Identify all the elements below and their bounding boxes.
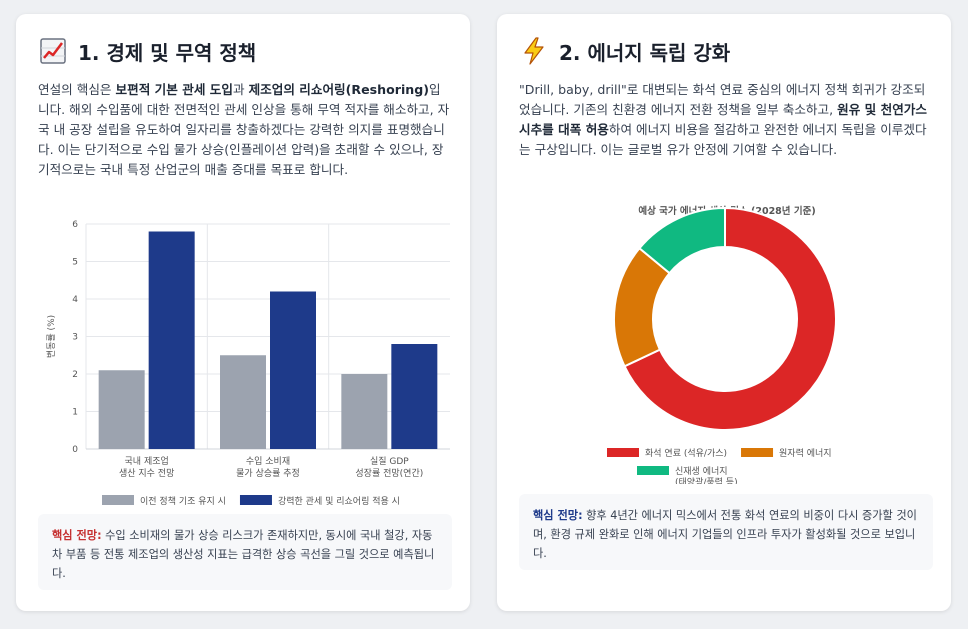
y-tick-label: 0: [72, 445, 78, 455]
energy-independence-card: 2. 에너지 독립 강화 "Drill, baby, drill"로 대변되는 …: [497, 14, 951, 611]
y-tick-label: 3: [72, 333, 78, 343]
donut-slice: [638, 206, 726, 275]
outlook-text: 수입 소비재의 물가 상승 리스크가 존재하지만, 동시에 국내 철강, 자동차…: [52, 529, 435, 580]
bar: [98, 370, 145, 449]
legend-label: (태양광/풍력 등): [675, 476, 738, 484]
outlook-label: 핵심 전망:: [533, 509, 583, 522]
economy-trade-card: 1. 경제 및 무역 정책 연설의 핵심은 보편적 기본 관세 도입과 제조업의…: [16, 14, 470, 611]
y-tick-label: 6: [72, 220, 78, 230]
legend-label: 화석 연료 (석유/가스): [645, 448, 727, 459]
energy-outlook: 핵심 전망: 향후 4년간 에너지 믹스에서 전통 화석 연료의 비중이 다시 …: [519, 494, 933, 570]
legend-label: 강력한 관세 및 리쇼어링 적용 시: [278, 495, 400, 507]
body-text: "Drill, baby, drill"로 대변되는 화석 연료 중심의 에너지…: [519, 82, 926, 117]
emphasis-text: 보편적 기본 관세 도입: [115, 82, 233, 97]
y-axis-label: 변동률 (%): [46, 315, 57, 358]
bar: [341, 374, 388, 449]
bar: [391, 344, 438, 449]
economy-trade-paragraph: 연설의 핵심은 보편적 기본 관세 도입과 제조업의 리쇼어링(Reshorin…: [38, 80, 452, 180]
outlook-label: 핵심 전망:: [52, 529, 102, 542]
body-text: 연설의 핵심은: [38, 82, 116, 97]
y-tick-label: 1: [72, 408, 78, 418]
y-tick-label: 4: [72, 295, 78, 305]
legend-swatch: [741, 448, 774, 457]
energy-independence-title: 2. 에너지 독립 강화: [519, 36, 730, 66]
x-tick-label: 국내 제조업: [125, 456, 169, 467]
donut-chart: 예상 국가 에너지 생산 믹스 (2028년 기준)화석 연료 (석유/가스)원…: [587, 184, 867, 488]
energy-independence-paragraph: "Drill, baby, drill"로 대변되는 화석 연료 중심의 에너지…: [519, 80, 933, 160]
x-tick-label: 수입 소비재: [246, 455, 290, 467]
bar-chart: 0 1 2 3 4 5 6 국내 제조업 생산 지수 전망 수입 소비재 물가 상승률 추정 실질 G…: [40, 204, 460, 528]
legend-label: 신재생 에너지: [675, 466, 728, 477]
body-text: 과: [232, 82, 249, 97]
bar: [270, 291, 316, 449]
economy-trade-title-text: 1. 경제 및 무역 정책: [78, 40, 257, 65]
legend-swatch: [102, 495, 134, 505]
energy-independence-title-text: 2. 에너지 독립 강화: [559, 40, 731, 65]
body-text: 입니다. 해외 수입품에 대한 전면적인 관세 인상을 통해 무역 적자를 해소…: [38, 82, 450, 177]
y-tick-label: 2: [72, 370, 78, 380]
donut-slice: [623, 206, 837, 431]
x-tick-label: 생산 지수 전망: [119, 468, 174, 479]
chart-increasing-icon: [38, 36, 68, 66]
legend-swatch: [239, 495, 272, 505]
body-text: 하여 에너지 비용을 절감하고 완전한 에너지 독립을 이루겠다는 구상입니다.…: [519, 122, 927, 157]
y-tick-label: 5: [72, 258, 78, 268]
legend-swatch: [607, 448, 639, 457]
legend-label: 이전 정책 기조 유지 시: [140, 495, 226, 507]
emphasis-text: 제조업의 리쇼어링(Reshoring): [248, 82, 430, 97]
legend-swatch: [637, 466, 669, 475]
economy-trade-outlook: 핵심 전망: 수입 소비재의 물가 상승 리스크가 존재하지만, 동시에 국내 …: [38, 514, 452, 590]
x-tick-label: 실질 GDP: [370, 455, 409, 467]
x-tick-label: 성장률 전망(연간): [355, 468, 423, 479]
outlook-text: 향후 4년간 에너지 믹스에서 전통 화석 연료의 비중이 다시 증가할 것이며…: [533, 509, 917, 560]
x-tick-label: 물가 상승률 추정: [236, 468, 300, 479]
legend-label: 원자력 에너지: [779, 447, 832, 459]
lightning-bolt-icon: [519, 36, 549, 66]
economy-trade-title: 1. 경제 및 무역 정책: [38, 36, 256, 66]
emphasis-text: 원유 및 천연가스 시추를 대폭 허용: [519, 102, 927, 137]
bar: [148, 231, 195, 449]
bar: [220, 355, 266, 449]
